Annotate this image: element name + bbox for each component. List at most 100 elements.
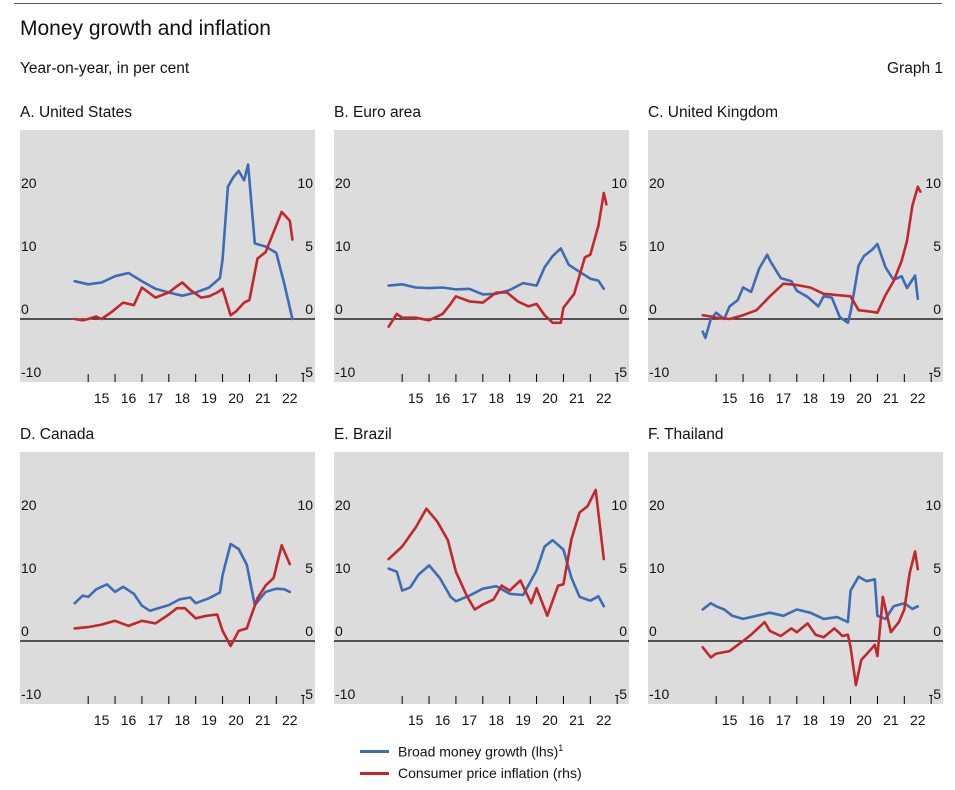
x-tick-label: 21 — [883, 390, 899, 406]
x-tick-label: 20 — [856, 712, 872, 728]
y-left-tick-label: 10 — [21, 560, 37, 576]
x-tick-label: 18 — [488, 712, 504, 728]
legend-item-cpi: Consumer price inflation (rhs) — [360, 762, 582, 784]
y-left-tick-label: -10 — [649, 364, 669, 380]
y-left-tick-label: 0 — [335, 623, 343, 639]
x-tick-label: 22 — [596, 712, 612, 728]
x-tick-label: 21 — [883, 712, 899, 728]
x-tick-label: 16 — [121, 390, 137, 406]
panel-title-brazil: E. Brazil — [334, 426, 392, 443]
panel-title-us: A. United States — [20, 104, 133, 121]
panel-title-uk: C. United Kingdom — [648, 104, 779, 121]
plot-background — [20, 130, 315, 382]
y-right-tick-label: 5 — [933, 238, 941, 254]
graph-number: Graph 1 — [886, 60, 943, 77]
x-tick-label: 15 — [408, 390, 424, 406]
y-right-tick-label: 10 — [925, 497, 941, 513]
y-left-tick-label: 0 — [21, 301, 29, 317]
y-right-tick-label: 0 — [619, 623, 627, 639]
chart-thailand: -10 0 10 20 -5 0 5 10 15 16 17 18 19 20 21 22 — [648, 452, 943, 728]
x-tick-label: 22 — [282, 390, 298, 406]
x-tick-label: 20 — [228, 390, 244, 406]
x-tick-label: 18 — [488, 390, 504, 406]
legend-item-money: Broad money growth (lhs)1 — [360, 740, 582, 762]
x-tick-label: 15 — [722, 390, 738, 406]
graph-subtitle: Year-on-year, in per cent — [20, 60, 190, 77]
y-left-tick-label: 0 — [649, 623, 657, 639]
panel-title-canada: D. Canada — [20, 426, 95, 443]
legend-swatch-cpi — [360, 771, 389, 775]
chart-united-kingdom: -10 0 10 20 -5 0 5 10 15 16 17 18 19 20 21 22 — [648, 130, 943, 406]
x-tick-label: 20 — [856, 390, 872, 406]
y-right-tick-label: 5 — [933, 560, 941, 576]
y-right-tick-label: 10 — [297, 175, 313, 191]
y-left-tick-label: 20 — [335, 175, 351, 191]
x-tick-label: 19 — [829, 390, 845, 406]
y-left-tick-label: 10 — [335, 560, 351, 576]
series-line-money-growth — [73, 542, 292, 613]
x-tick-label: 19 — [515, 712, 531, 728]
x-tick-label: 19 — [829, 712, 845, 728]
y-left-tick-label: 0 — [649, 301, 657, 317]
y-right-tick-label: 10 — [925, 175, 941, 191]
x-tick-label: 17 — [776, 390, 792, 406]
plot-background — [648, 130, 943, 382]
y-right-tick-label: 10 — [297, 497, 313, 513]
series-line-money-growth — [73, 163, 294, 321]
y-left-tick-label: 0 — [21, 623, 29, 639]
y-left-tick-label: -10 — [335, 686, 355, 702]
x-tick-label: 15 — [722, 712, 738, 728]
legend-swatch-money — [360, 749, 389, 753]
y-left-tick-label: -10 — [649, 686, 669, 702]
y-left-tick-label: 10 — [335, 238, 351, 254]
chart-brazil: -10 0 10 20 -5 0 5 10 15 16 17 18 19 20 21 22 — [334, 452, 629, 728]
y-right-tick-label: -5 — [615, 686, 628, 702]
x-tick-label: 19 — [515, 390, 531, 406]
y-left-tick-label: 20 — [335, 497, 351, 513]
series-line-money-growth — [387, 538, 606, 608]
y-left-tick-label: -10 — [21, 364, 41, 380]
series-line-cpi-inflation — [701, 550, 920, 687]
chart-euro-area: -10 0 10 20 -5 0 5 10 15 16 17 18 19 20 21 22 — [334, 130, 629, 406]
y-right-tick-label: 0 — [619, 301, 627, 317]
y-left-tick-label: 10 — [21, 238, 37, 254]
series-line-cpi-inflation — [73, 543, 292, 648]
x-tick-label: 22 — [910, 712, 926, 728]
x-tick-label: 16 — [749, 712, 765, 728]
x-tick-label: 17 — [462, 712, 478, 728]
x-tick-label: 22 — [910, 390, 926, 406]
graph-title: Money growth and inflation — [20, 17, 271, 40]
y-left-tick-label: 20 — [21, 175, 37, 191]
x-tick-label: 18 — [174, 712, 190, 728]
y-right-tick-label: -5 — [301, 686, 314, 702]
top-rule — [14, 3, 942, 4]
series-line-cpi-inflation — [73, 210, 294, 322]
y-left-tick-label: 20 — [649, 497, 665, 513]
legend-footnote-marker: 1 — [558, 742, 564, 753]
y-right-tick-label: 5 — [619, 238, 627, 254]
x-tick-label: 21 — [255, 390, 271, 406]
x-tick-label: 19 — [201, 712, 217, 728]
x-tick-label: 21 — [569, 712, 585, 728]
panel-title-euro: B. Euro area — [334, 104, 422, 121]
chart-united-states: -10 0 10 20 -5 0 5 10 15 16 17 18 19 20 21 22 — [20, 130, 315, 406]
x-tick-label: 18 — [802, 390, 818, 406]
panel-title-thailand: F. Thailand — [648, 426, 724, 443]
x-tick-label: 17 — [148, 390, 164, 406]
y-right-tick-label: 0 — [305, 301, 313, 317]
y-left-tick-label: 10 — [649, 560, 665, 576]
x-tick-label: 21 — [255, 712, 271, 728]
x-tick-label: 21 — [569, 390, 585, 406]
series-line-cpi-inflation — [701, 185, 922, 321]
y-right-tick-label: 10 — [611, 175, 627, 191]
y-left-tick-label: 20 — [21, 497, 37, 513]
x-tick-label: 18 — [802, 712, 818, 728]
y-left-tick-label: 0 — [335, 301, 343, 317]
plot-background — [648, 452, 943, 704]
legend: Broad money growth (lhs)1 Consumer price… — [360, 740, 582, 784]
x-tick-label: 18 — [174, 390, 190, 406]
x-tick-label: 20 — [542, 712, 558, 728]
x-tick-label: 19 — [201, 390, 217, 406]
x-tick-label: 15 — [94, 390, 110, 406]
y-right-tick-label: -5 — [929, 364, 942, 380]
